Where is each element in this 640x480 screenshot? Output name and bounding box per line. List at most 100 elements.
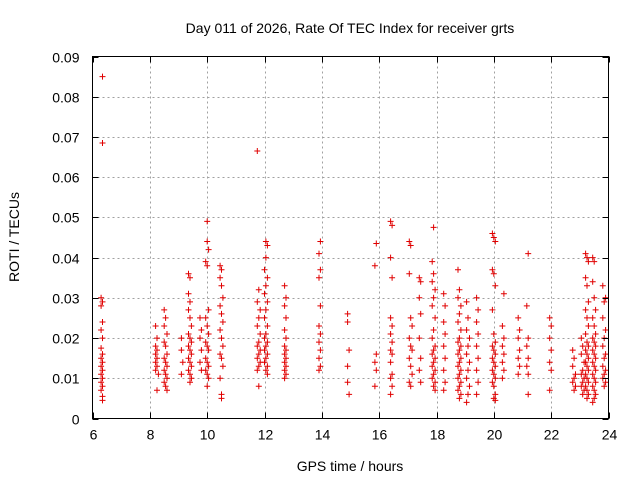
data-point [440,319,447,325]
data-point [187,314,193,321]
data-point [430,359,437,366]
data-point [592,306,599,313]
data-point [416,294,423,301]
x-tick-label: 16 [372,427,388,443]
data-point [254,298,261,305]
data-point [525,250,532,257]
data-point [204,371,211,378]
data-point [500,351,507,358]
data-point [546,359,553,366]
y-tick-label: 0.05 [52,210,79,226]
data-point [571,355,578,362]
data-point [344,379,351,386]
data-point [283,363,289,370]
data-point [217,274,224,281]
data-point [164,331,170,337]
y-tick-labels: 0 0.01 0.02 0.03 0.04 0.05 0.06 0.07 0.08 0.09 [52,50,79,428]
data-point [466,359,473,366]
data-point [416,367,423,374]
data-point [257,306,264,313]
data-point [584,282,590,289]
data-point [219,319,226,325]
data-point [589,347,596,354]
data-point [584,375,590,382]
data-point [473,319,480,325]
data-point [99,351,106,358]
data-point [409,323,416,329]
data-point [429,351,436,358]
data-point [99,383,106,390]
data-point [430,383,437,390]
data-point [592,367,599,374]
data-point [387,331,394,337]
data-point [409,371,416,378]
data-point [430,371,437,378]
data-point [283,314,289,321]
data-point [457,391,464,398]
data-point [601,371,608,378]
data-point [317,347,324,354]
data-point [371,383,378,390]
data-point [455,351,461,358]
data-point [185,355,192,362]
data-point [255,351,262,358]
data-point [455,294,461,301]
data-point [492,339,499,346]
data-point [499,323,506,329]
data-point [98,363,105,370]
data-point [371,262,378,269]
data-point [219,343,226,350]
data-point [455,363,461,370]
data-point [592,343,599,350]
data-point [154,363,160,370]
data-point [430,270,437,277]
data-point [455,387,461,394]
data-point [546,335,553,342]
data-point [281,375,288,382]
data-point [187,335,193,342]
data-point [204,262,211,269]
data-point [254,148,261,154]
data-point [465,367,471,374]
data-point [264,323,271,329]
data-point [261,347,268,354]
data-point [283,355,289,362]
data-point [387,254,394,261]
data-point [589,254,596,261]
data-point [164,363,170,370]
data-point [430,327,437,333]
data-point [430,294,437,301]
data-point [205,331,212,337]
data-point [373,240,380,247]
data-point [589,359,596,366]
data-point [591,375,598,382]
data-point [463,327,470,333]
data-point [262,355,269,362]
data-point [254,343,261,350]
data-point [178,347,185,354]
data-point [592,331,599,337]
data-point [188,375,195,382]
data-point [490,371,497,378]
data-point [407,383,414,390]
data-point [601,383,608,390]
data-point [187,347,193,354]
data-point [584,254,590,261]
x-tick-labels: 6 8 10 12 14 16 18 20 22 24 [90,427,618,443]
data-point [490,270,497,277]
data-point [490,234,497,241]
data-point [202,314,209,321]
data-point [316,367,322,374]
data-point [579,379,586,386]
data-point [473,391,480,398]
data-point [99,140,106,146]
data-point [473,294,480,301]
data-point [264,371,271,378]
data-point [255,314,262,321]
data-point [466,335,473,342]
data-point [465,391,471,398]
data-point [457,367,464,374]
data-point [99,335,106,342]
y-tick-label: 0.02 [52,331,79,347]
data-point [373,351,380,358]
